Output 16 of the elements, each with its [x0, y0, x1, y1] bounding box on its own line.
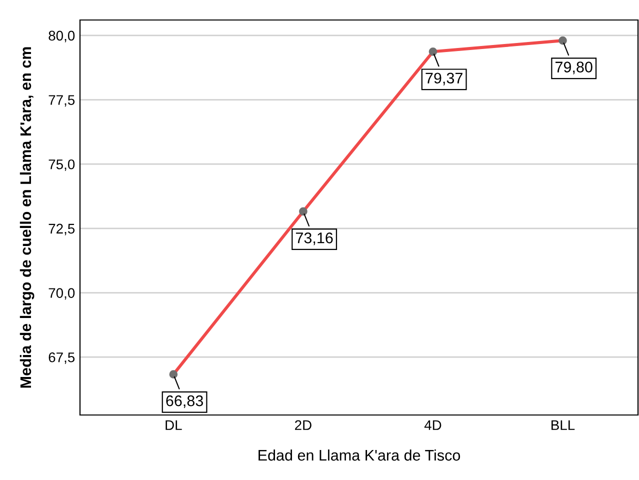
y-tick-label: 77,5 — [48, 95, 75, 107]
data-label: 73,16 — [296, 232, 333, 246]
y-tick-label: 67,5 — [48, 352, 75, 364]
x-tick-label: DL — [166, 420, 182, 430]
data-label: 79,37 — [426, 72, 462, 86]
y-axis-title: Media de largo de cuello en Llama K'ara, en cm — [20, 47, 34, 388]
x-tick-label: 4D — [424, 420, 442, 430]
y-tick-label: 75,0 — [48, 159, 75, 171]
y-tick-label: 70,0 — [48, 288, 75, 300]
x-axis-title: Edad en Llama K'ara de Tisco — [258, 449, 460, 461]
x-tick-label: BLL — [552, 420, 575, 430]
x-tick-label: 2D — [295, 420, 312, 430]
y-tick-label: 80,0 — [48, 30, 75, 42]
y-tick-label: 72,5 — [48, 224, 75, 236]
data-label: 79,80 — [556, 62, 592, 74]
data-label: 66,83 — [166, 395, 203, 408]
